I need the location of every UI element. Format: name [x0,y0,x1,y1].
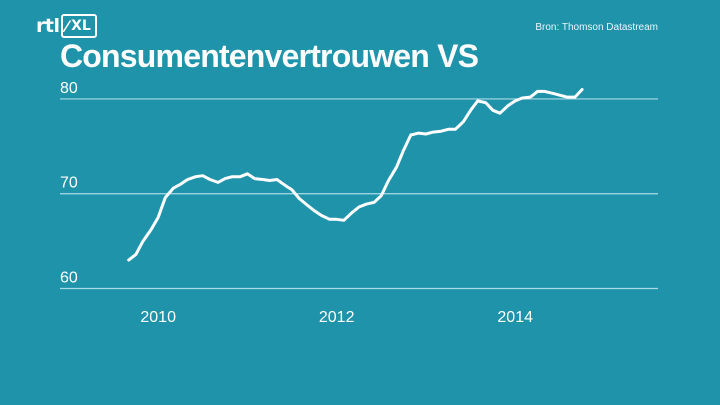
logo-rtl-text: rtl [36,15,60,37]
y-tick-label: 70 [60,175,78,192]
chart-title: Consumentenvertrouwen VS [60,38,479,74]
y-tick-label: 60 [60,270,78,287]
series-layer [127,88,584,262]
x-tick-label: 2010 [140,309,176,326]
rtl-xl-logo: rtl ⁄ XL [36,14,97,38]
y-tick-labels: 60 70 80 [60,80,78,287]
x-tick-labels: 2010 2012 2014 [140,309,533,326]
x-tick-label: 2014 [497,309,533,326]
logo-xl-box: ⁄ XL [61,14,97,38]
x-tick-label: 2012 [319,309,355,326]
source-label: Bron: Thomson Datastream [535,22,658,33]
grid-lines [60,98,658,290]
series-line-0 [127,88,584,262]
y-tick-label: 80 [60,80,78,97]
logo-xl-text: XL [71,18,91,34]
logo-slash-icon: ⁄ [65,16,69,36]
